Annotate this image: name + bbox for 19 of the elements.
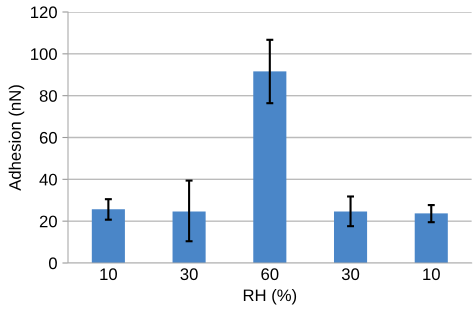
x-tick-label: 30	[342, 268, 360, 280]
y-tick-label: 100	[31, 48, 57, 60]
x-tick-label: 30	[180, 268, 198, 280]
x-tick-label: 60	[261, 268, 278, 280]
x-tick-label: 10	[100, 268, 117, 280]
y-tick-label: 80	[40, 90, 57, 102]
bar	[92, 209, 125, 263]
y-tick-label: 60	[40, 132, 57, 144]
x-tick-label: 10	[423, 268, 440, 280]
bar	[172, 212, 206, 263]
y-tick-label: 0	[48, 257, 57, 270]
y-tick-label: 120	[31, 6, 57, 18]
y-tick-label: 20	[40, 216, 57, 228]
y-axis-title: Adhesion (nN)	[8, 85, 24, 191]
bar	[334, 212, 368, 263]
x-axis-title: RH (%)	[244, 288, 296, 304]
bar	[414, 213, 448, 263]
bar	[253, 71, 286, 263]
y-tick-label: 40	[39, 174, 57, 186]
